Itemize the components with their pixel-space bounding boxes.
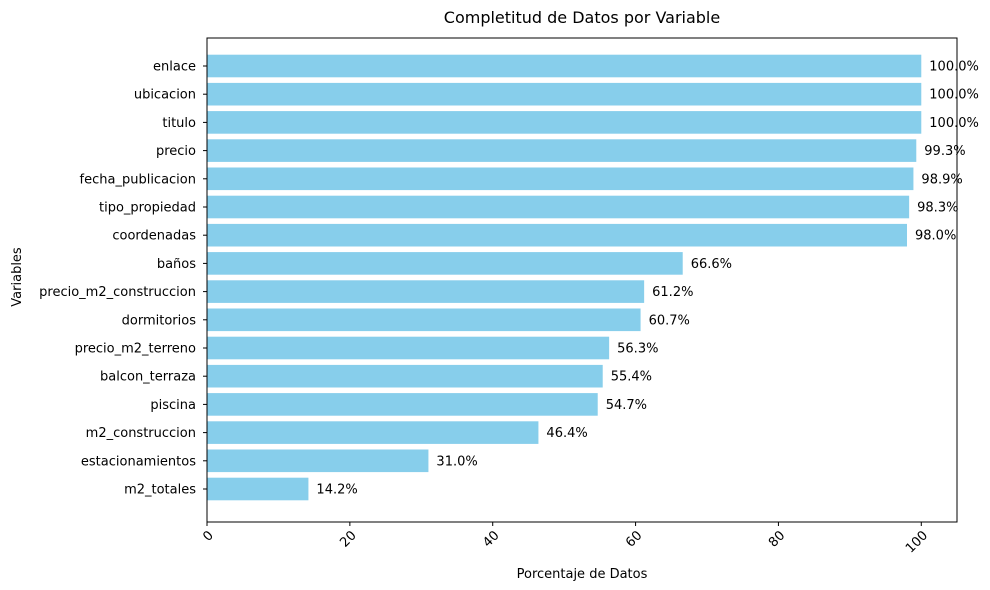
y-tick-label: titulo (162, 116, 196, 131)
x-tick-label: 40 (480, 528, 502, 550)
y-tick-label: tipo_propiedad (99, 201, 196, 216)
data-label: 56.3% (617, 342, 658, 357)
bar (207, 393, 598, 416)
data-label: 46.4% (546, 426, 587, 441)
bar (207, 195, 910, 219)
bars-layer: 100.0% 100.0% 100.0% 99.3% 98.9% 98.3% 98.0% 66… (207, 54, 979, 501)
y-tick-label: precio_m2_construccion (39, 285, 196, 300)
bar (207, 421, 539, 444)
x-tick-label: 20 (337, 528, 359, 550)
bar (207, 364, 603, 388)
data-label: 98.9% (921, 172, 962, 187)
data-label: 31.0% (436, 454, 477, 469)
y-tick-label: fecha_publicacion (80, 172, 196, 187)
y-tick-label: coordenadas (112, 229, 196, 244)
x-tick-label: 80 (766, 528, 788, 550)
y-tick-label: enlace (153, 60, 196, 75)
bar (207, 82, 922, 106)
data-label: 60.7% (649, 313, 690, 328)
data-label: 98.0% (915, 229, 956, 244)
y-tick-label: precio (156, 144, 196, 159)
bar (207, 336, 610, 360)
x-tick-label: 60 (623, 528, 645, 550)
data-label: 98.3% (917, 201, 958, 216)
bar (207, 111, 922, 134)
data-label: 66.6% (691, 257, 732, 272)
y-tick-label: m2_totales (124, 483, 196, 498)
y-tick-label: dormitorios (122, 313, 197, 328)
y-tick-label: baños (157, 257, 196, 272)
data-label: 55.4% (611, 370, 652, 385)
x-axis-label: Porcentaje de Datos (517, 567, 648, 582)
data-label: 100.0% (929, 116, 979, 131)
chart-title: Completitud de Datos por Variable (444, 8, 720, 27)
data-label: 61.2% (652, 285, 693, 300)
data-label: 100.0% (929, 60, 979, 75)
bar (207, 167, 914, 191)
bar (207, 449, 429, 473)
x-tick-label: 100 (903, 528, 931, 556)
bar (207, 308, 641, 332)
x-tick-label: 0 (200, 528, 216, 544)
y-tick-label: estacionamientos (81, 454, 196, 469)
data-label: 99.3% (924, 144, 965, 159)
y-axis-label: Variables (10, 247, 25, 307)
data-label: 54.7% (606, 398, 647, 413)
bar (207, 477, 309, 501)
y-tick-label: ubicacion (134, 88, 196, 103)
bar (207, 252, 683, 275)
ticks-layer: enlace ubicacion titulo precio fecha_publica… (39, 60, 931, 557)
bar (207, 280, 645, 303)
y-tick-label: m2_construccion (86, 426, 196, 441)
y-tick-label: piscina (150, 398, 196, 413)
bar (207, 223, 907, 247)
y-tick-label: precio_m2_terreno (75, 342, 196, 357)
data-label: 100.0% (929, 88, 979, 103)
bar (207, 139, 917, 162)
y-tick-label: balcon_terraza (100, 370, 196, 385)
data-label: 14.2% (316, 483, 357, 498)
bar (207, 54, 922, 78)
plot-frame (206, 37, 958, 523)
